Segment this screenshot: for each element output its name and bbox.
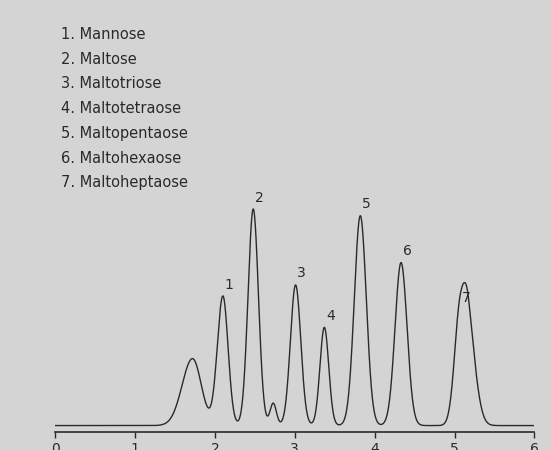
Text: 5. Maltopentaose: 5. Maltopentaose xyxy=(61,126,187,141)
Text: 4: 4 xyxy=(326,309,334,323)
Text: 7. Maltoheptaose: 7. Maltoheptaose xyxy=(61,176,187,190)
Text: 3. Maltotriose: 3. Maltotriose xyxy=(61,76,161,91)
Text: 3: 3 xyxy=(297,266,306,280)
Text: 6: 6 xyxy=(403,244,412,258)
Text: 5: 5 xyxy=(362,197,371,211)
Text: 2: 2 xyxy=(255,190,263,205)
Text: 1: 1 xyxy=(224,278,234,292)
Text: 2. Maltose: 2. Maltose xyxy=(61,52,136,67)
Text: 1. Mannose: 1. Mannose xyxy=(61,27,145,42)
Text: 7: 7 xyxy=(462,291,471,305)
Text: 4. Maltotetraose: 4. Maltotetraose xyxy=(61,101,181,116)
Text: 6. Maltohexaose: 6. Maltohexaose xyxy=(61,151,181,166)
